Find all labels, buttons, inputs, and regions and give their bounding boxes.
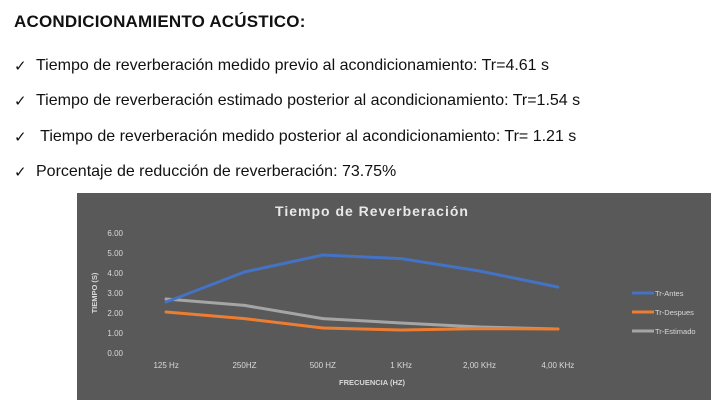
check-icon: ✓ — [14, 164, 27, 182]
x-tick-label: 4,00 KHz — [541, 361, 574, 370]
bullet-item: ✓ Tiempo de reverberación medido previo … — [14, 48, 580, 84]
data-point-tr-antes — [478, 269, 481, 273]
reverberation-chart: Tiempo de Reverberación 0.00 1.00 2.00 3.00… — [77, 193, 711, 400]
y-tick-label: 1.00 — [107, 329, 123, 338]
y-tick-label: 5.00 — [107, 249, 123, 258]
y-tick-label: 0.00 — [107, 349, 123, 358]
bullet-item: ✓ Tiempo de reverberación estimado poste… — [14, 84, 580, 120]
bullet-text: Tiempo de reverberación medido previo al… — [36, 56, 550, 74]
legend-label: Tr-Despues — [655, 308, 694, 317]
bullet-text: Porcentaje de reducción de reverberación… — [36, 163, 397, 181]
y-axis-label: TIEMPO (S) — [90, 272, 99, 313]
data-point-tr-estimado — [399, 321, 403, 325]
series-line-tr-antes — [164, 253, 560, 304]
check-icon: ✓ — [14, 128, 27, 146]
bullet-text: Tiempo de reverberación estimado posteri… — [36, 92, 581, 110]
bullet-item: ✓ Tiempo de reverberación medido posteri… — [14, 119, 580, 155]
legend-label: Tr-Estimado — [655, 327, 696, 336]
page-heading: ACONDICIONAMIENTO ACÚSTICO: — [14, 12, 306, 31]
y-tick-label: 3.00 — [107, 289, 123, 298]
data-point-tr-antes — [321, 253, 325, 257]
check-icon: ✓ — [14, 93, 27, 111]
bullet-list: ✓ Tiempo de reverberación medido previo … — [14, 48, 580, 190]
x-tick-label: 250HZ — [232, 361, 256, 370]
x-tick-label: 2,00 KHz — [463, 361, 496, 370]
data-point-tr-estimado — [164, 297, 168, 301]
data-point-tr-despues — [321, 326, 325, 330]
chart-legend: Tr-Antes Tr-Despues Tr-Estimado — [632, 289, 696, 336]
chart-svg: Tiempo de Reverberación 0.00 1.00 2.00 3.00… — [90, 203, 696, 387]
data-point-tr-despues — [556, 327, 560, 331]
x-axis-label: FRECUENCIA (HZ) — [339, 378, 405, 387]
check-icon: ✓ — [14, 57, 27, 75]
x-axis-ticks: 125 Hz 250HZ 500 HZ 1 KHz 2,00 KHz 4,00 KHz — [153, 361, 574, 370]
series-line-tr-despues — [164, 310, 560, 332]
data-point-tr-despues — [399, 328, 403, 332]
data-point-tr-despues — [164, 310, 168, 314]
bullet-text: Tiempo de reverberación medido posterior… — [36, 127, 577, 145]
data-point-tr-despues — [478, 327, 481, 331]
series-line-tr-estimado — [164, 297, 560, 331]
y-tick-label: 6.00 — [107, 229, 123, 238]
legend-label: Tr-Antes — [655, 289, 684, 298]
x-tick-label: 1 KHz — [390, 361, 412, 370]
data-point-tr-despues — [243, 317, 246, 321]
data-point-tr-antes — [556, 285, 560, 289]
data-point-tr-antes — [164, 300, 168, 304]
x-tick-label: 500 HZ — [310, 361, 336, 370]
data-point-tr-estimado — [321, 317, 325, 321]
series-layer — [164, 253, 560, 332]
y-tick-label: 2.00 — [107, 309, 123, 318]
data-point-tr-antes — [399, 257, 403, 261]
y-tick-label: 4.00 — [107, 269, 123, 278]
data-point-tr-estimado — [243, 303, 246, 307]
y-axis-ticks: 0.00 1.00 2.00 3.00 4.00 5.00 6.00 — [107, 229, 123, 358]
x-tick-label: 125 Hz — [153, 361, 178, 370]
chart-title: Tiempo de Reverberación — [275, 203, 469, 219]
data-point-tr-antes — [243, 270, 246, 274]
bullet-item: ✓ Porcentaje de reducción de reverberaci… — [14, 155, 580, 191]
